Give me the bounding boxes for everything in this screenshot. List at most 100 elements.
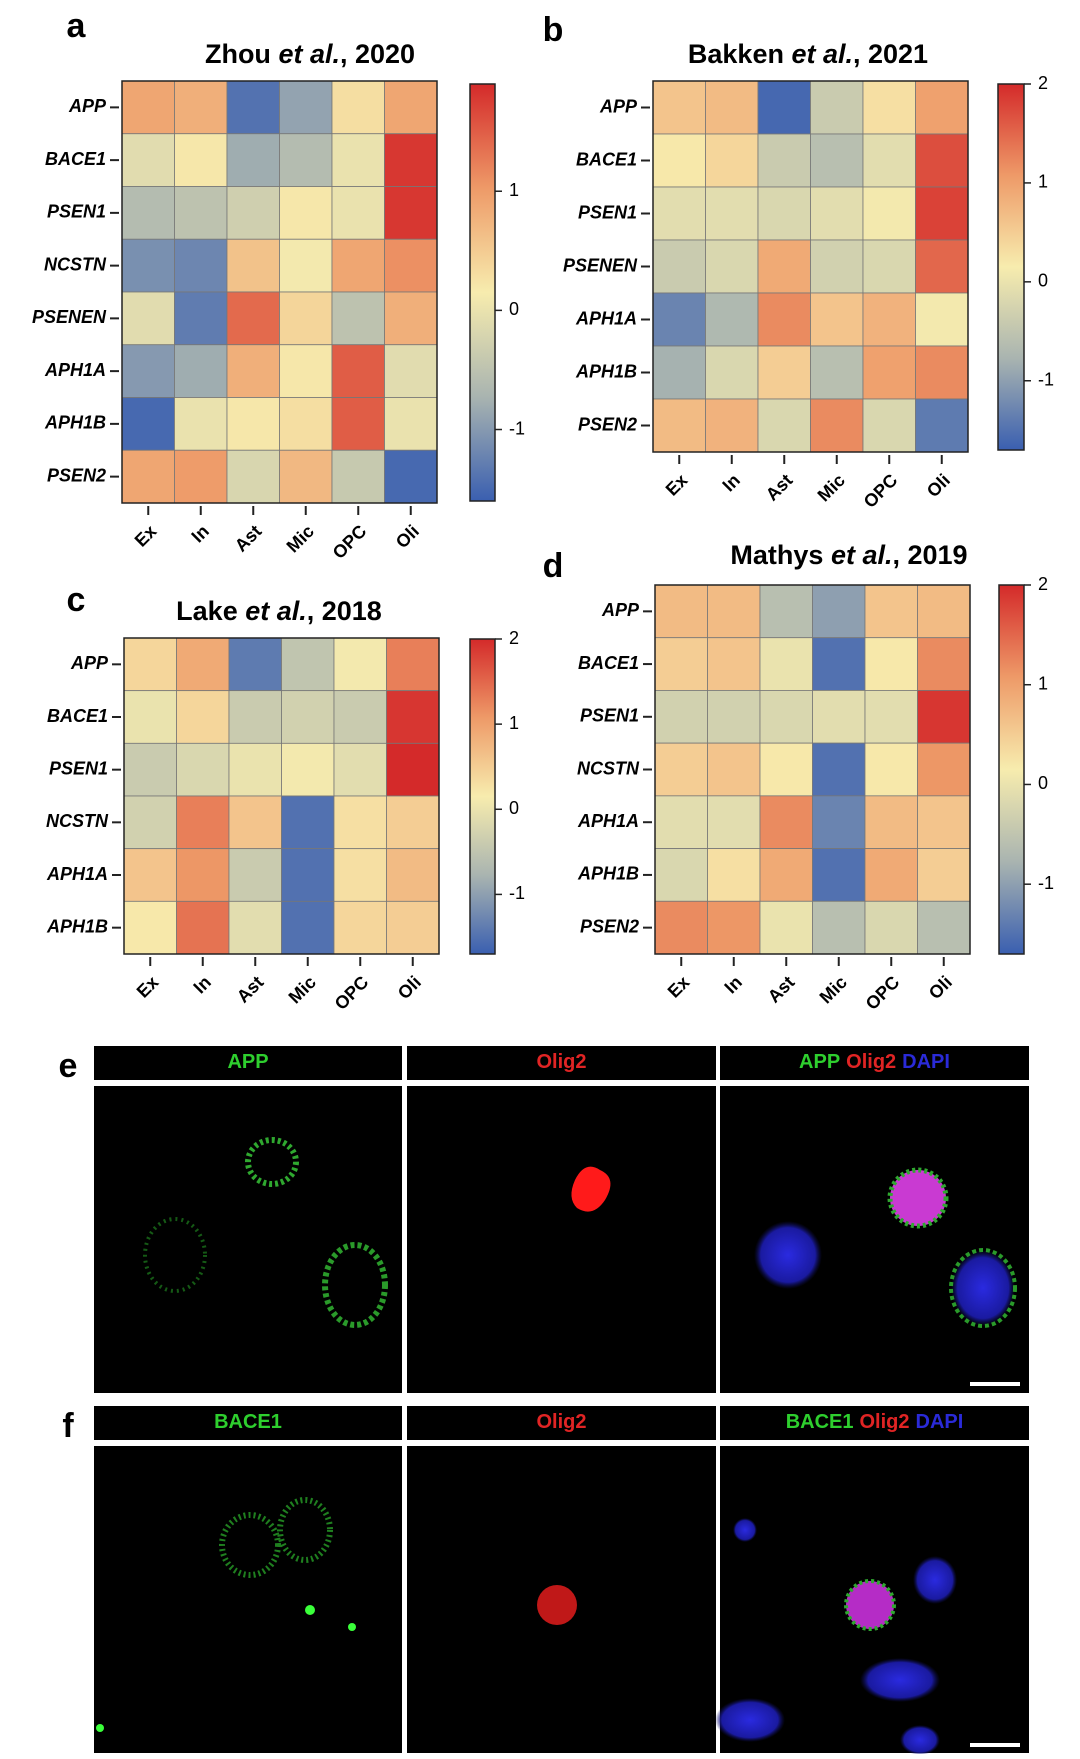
chart-title: Mathys et al., 2019 [730,540,967,570]
heatmap-cell [333,795,387,850]
heatmap-cell [707,637,761,691]
heatmap-cell [279,291,333,346]
header-part: Olig2 [536,1411,586,1433]
heatmap-cell [121,449,175,504]
y-tick-label: APP [601,600,640,620]
y-tick-label: BACE1 [576,149,637,169]
heatmap-cell [652,239,706,294]
heatmap-cell [707,742,761,797]
cell [219,1512,281,1578]
heatmap-cell [917,690,971,744]
heatmap-cell [121,80,175,135]
heatmap-cell [864,637,918,691]
heatmap-cell [176,742,230,797]
heatmap-cell [810,239,864,294]
heatmap-cell [757,239,811,294]
heatmap-cell [917,584,971,639]
heatmap-cell [333,848,387,902]
heatmap-cell [915,292,969,347]
cell [949,1248,1017,1328]
heatmap-cell [917,900,971,955]
heatmap-cell [812,637,866,691]
nucleus [913,1556,957,1604]
x-tick-label: Ast [233,972,268,1007]
x-tick-label: Oli [392,521,423,552]
y-tick-label: APH1B [46,916,108,936]
heatmap-cell [279,397,333,451]
heatmap-cell [864,795,918,849]
heatmap-cell [654,900,708,955]
heatmap-cell [810,398,864,453]
heatmap-cell [862,292,916,347]
heatmap-cell [757,292,811,347]
heatmap-cell [864,690,918,744]
heatmap-cell [228,795,282,850]
colorbar [998,584,1025,955]
y-tick-label: PSEN2 [580,916,639,936]
heatmap-cell [228,900,282,955]
heatmap-cell [757,398,811,453]
heatmap-cell [652,345,706,400]
image-header [407,1406,716,1440]
heatmap-cell [864,900,918,955]
heatmap-cell [757,133,811,188]
heatmap-cell [331,291,385,346]
heatmap-cell [862,80,916,135]
heatmap-cell [705,292,759,347]
colorbar [997,83,1025,451]
x-tick-label: Oli [923,470,954,501]
heatmap-cell [281,742,335,797]
x-tick-label: OPC [860,470,902,512]
title-part: et al. [831,540,893,570]
heatmap-cell [386,637,440,692]
title-part: et al. [245,596,307,626]
header-part: DAPI [902,1051,950,1073]
heatmap-cell [705,398,759,453]
y-tick-label: APP [68,96,107,116]
nucleus [860,1658,940,1702]
x-tick-label: Ex [662,470,692,500]
heatmap-cell [333,742,387,797]
y-tick-label: PSEN2 [578,414,637,434]
heatmap-cell [279,344,333,398]
heatmap-cell [384,133,438,187]
x-tick-label: Mic [283,521,318,556]
heatmap-cell [812,742,866,797]
colorbar-tick-label: 1 [1038,673,1048,693]
heatmap-cell [333,637,387,692]
y-tick-label: APH1A [575,308,637,328]
heatmap-cell [174,449,228,504]
heatmap-cell [121,186,175,240]
heatmap-cell [174,344,228,398]
nucleus [900,1725,940,1755]
heatmap-cell [174,291,228,346]
y-tick-label: BACE1 [578,653,639,673]
heatmap-cell [331,238,385,293]
plot-frame [652,80,969,453]
y-tick-label: NCSTN [577,758,640,778]
x-tick-label: Mic [816,972,851,1007]
title-part: et al. [791,39,853,69]
cell [245,1137,299,1187]
heatmap-cell [812,690,866,744]
heatmap-cell [654,742,708,797]
title-part: Bakken [688,39,792,69]
image-header-label: Olig2 [536,1411,586,1433]
x-tick-label: OPC [331,972,373,1014]
heatmap-cell [279,449,333,504]
heatmap-cell [176,637,230,692]
cell [322,1242,388,1328]
colorbar-tick-label: 0 [1038,271,1048,291]
y-tick-label: APP [70,653,109,673]
heatmap-cell [917,637,971,691]
chart-title: Bakken et al., 2021 [688,39,928,69]
cell [143,1217,207,1293]
x-tick-label: Ast [762,470,797,505]
heatmap-cell [386,795,440,850]
heatmap-cell [331,80,385,135]
heatmap-cell [226,80,280,135]
heatmap-cell [759,795,813,849]
heatmap-cell [810,133,864,188]
panel-label: e [59,1047,78,1085]
